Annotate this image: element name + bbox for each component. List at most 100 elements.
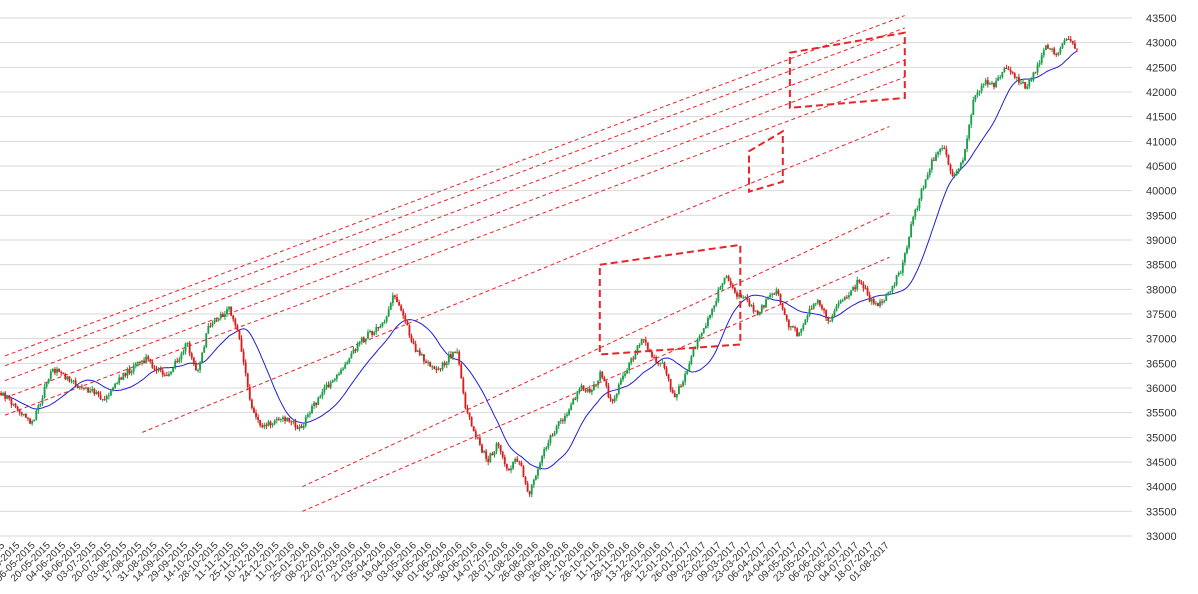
candle [398, 299, 401, 306]
candle [935, 151, 937, 162]
candle [586, 387, 589, 393]
candle [675, 393, 678, 401]
candle [781, 302, 784, 311]
candle [391, 292, 394, 307]
candle [572, 397, 575, 405]
candle [373, 330, 376, 336]
y-tick-label: 39000 [1146, 235, 1177, 247]
candle [97, 390, 100, 398]
candle [1034, 71, 1037, 74]
candle [802, 322, 805, 332]
candle [530, 483, 533, 498]
candle [277, 416, 280, 421]
candle [995, 77, 998, 88]
candle [1007, 66, 1010, 71]
candle [302, 422, 305, 431]
candle [253, 406, 255, 414]
candle [771, 292, 774, 298]
candle [1067, 35, 1070, 40]
y-tick-label: 35500 [1146, 408, 1177, 420]
candle [250, 398, 253, 410]
candle [937, 150, 940, 158]
candle [346, 360, 349, 365]
candle [491, 451, 494, 456]
candle [605, 380, 608, 389]
candle [495, 442, 498, 455]
candle [327, 381, 330, 388]
candle [226, 306, 228, 317]
candle [371, 330, 374, 338]
candle [729, 277, 732, 288]
candle [466, 404, 469, 415]
candle [410, 333, 413, 343]
candle [516, 455, 519, 462]
y-tick-label: 42500 [1146, 62, 1177, 74]
candle [622, 372, 624, 382]
candle [866, 285, 869, 297]
trend-line [4, 27, 905, 367]
candle [37, 403, 40, 414]
candle [893, 282, 896, 289]
candle [33, 419, 36, 422]
candle [163, 372, 166, 377]
candle [1020, 80, 1022, 85]
candle [16, 405, 19, 412]
candle [628, 361, 631, 374]
candle [223, 310, 226, 320]
candle [839, 299, 842, 304]
gridlines [0, 17, 1132, 537]
candle [852, 285, 855, 291]
candle [792, 325, 794, 328]
candle [916, 205, 919, 212]
candle [889, 290, 892, 295]
candle [203, 345, 206, 353]
candle [910, 221, 913, 238]
candle [441, 361, 444, 372]
candle [49, 369, 52, 382]
candle [613, 395, 616, 403]
candle [976, 89, 979, 98]
candle [321, 388, 324, 400]
candle [4, 391, 7, 402]
candle [970, 113, 973, 129]
candle [796, 327, 799, 337]
candle [72, 379, 75, 384]
candle [313, 400, 316, 410]
candle [288, 417, 291, 423]
candle [267, 419, 270, 427]
candle [136, 361, 139, 367]
candle [188, 341, 191, 357]
candle [982, 83, 985, 88]
candle [868, 291, 871, 303]
candle [508, 468, 510, 471]
candle [624, 372, 626, 378]
candle [468, 412, 471, 421]
candle [964, 149, 966, 162]
candle [389, 301, 392, 311]
candle [769, 292, 772, 299]
candle [742, 295, 745, 300]
candle [197, 368, 199, 373]
candle [986, 77, 989, 88]
candle [157, 367, 160, 373]
candle [543, 446, 546, 459]
candle [837, 300, 840, 309]
candle [474, 428, 477, 440]
candle [1022, 78, 1024, 85]
candle [406, 319, 409, 326]
candle [603, 375, 606, 382]
y-tick-label: 41000 [1146, 136, 1177, 148]
candle [271, 422, 274, 428]
candle [978, 90, 981, 96]
candle [738, 293, 740, 300]
candle [926, 172, 929, 181]
y-tick-label: 34000 [1146, 482, 1177, 494]
candle [667, 373, 670, 382]
candle [665, 366, 668, 377]
candle [89, 387, 92, 394]
candle [319, 394, 322, 399]
candle [178, 356, 181, 364]
candle [56, 366, 58, 376]
candle [804, 319, 807, 326]
candle [661, 359, 664, 364]
